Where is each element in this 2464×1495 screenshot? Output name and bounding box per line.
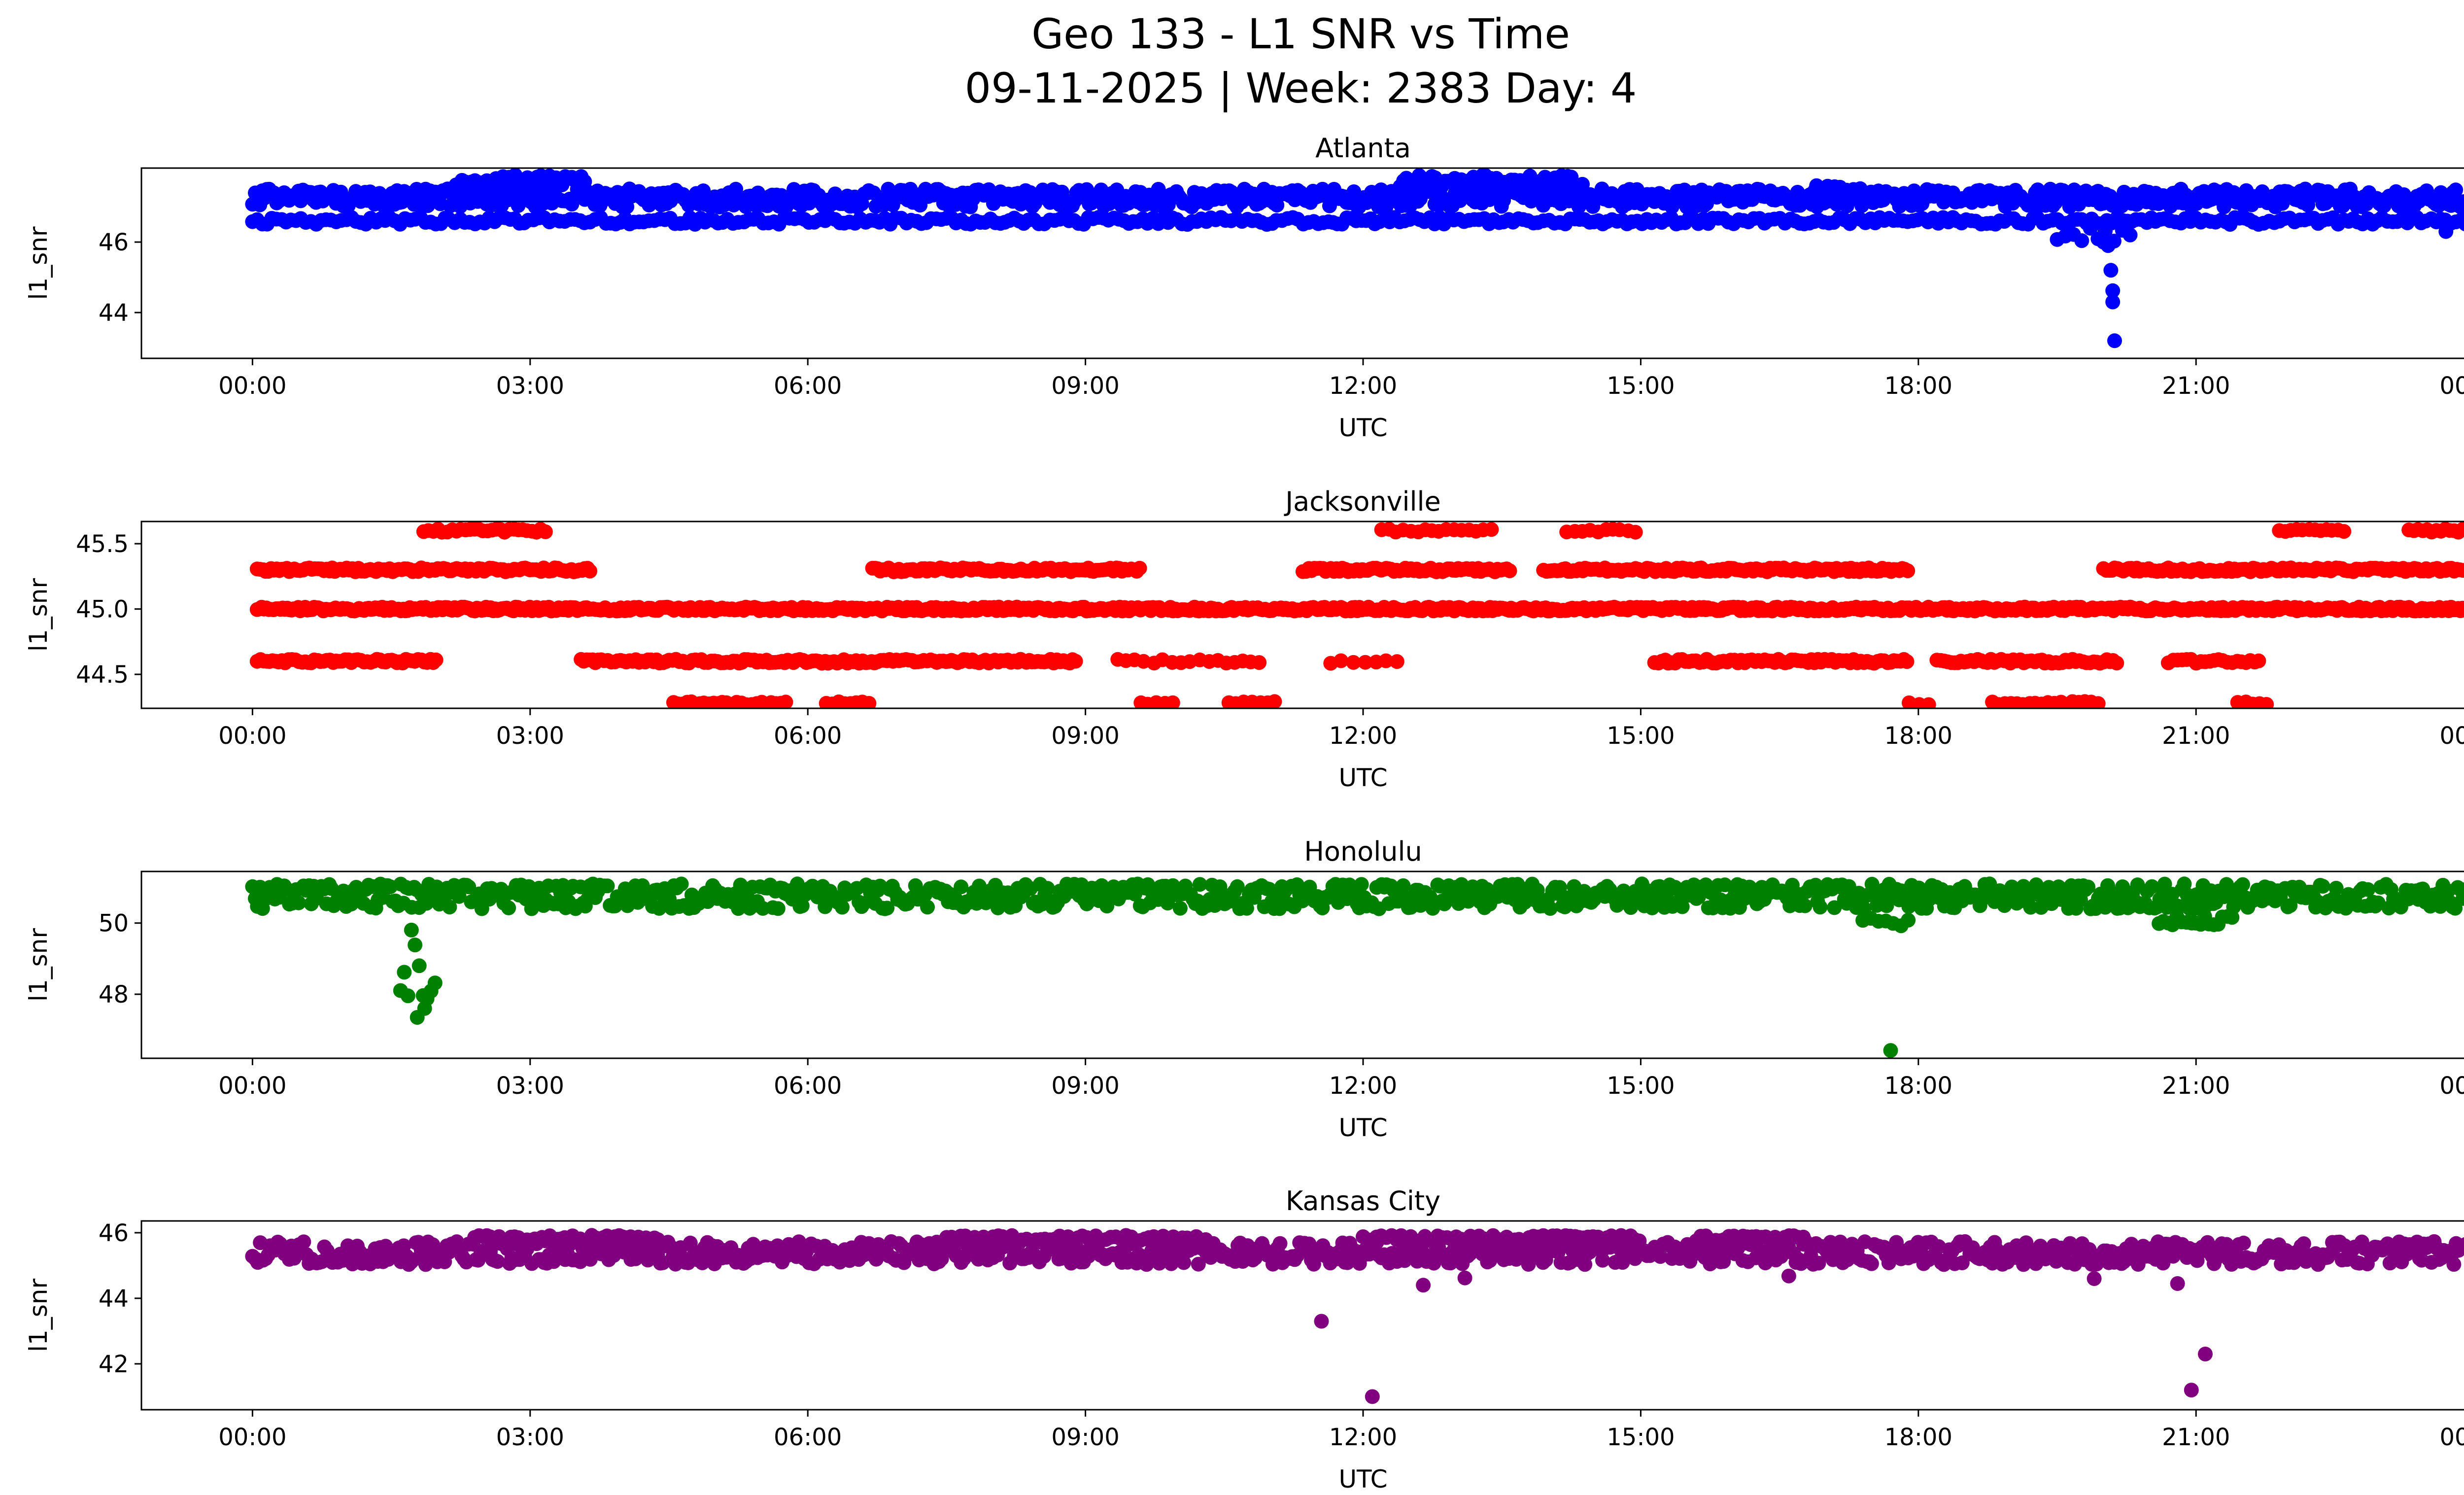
subplot-title: Jacksonville	[1284, 486, 1441, 517]
y-axis-label: l1_snr	[24, 226, 53, 300]
y-tick-label: 44	[99, 299, 129, 327]
y-tick-label: 46	[99, 1219, 129, 1247]
subplot-atlanta: Atlanta 00:00 03:00 06:00 09:00 12:00 15:00 18:…	[24, 133, 2464, 442]
outlier-point	[2107, 333, 2122, 348]
scatter-points	[245, 876, 2464, 1058]
y-tick-label: 42	[99, 1351, 129, 1378]
x-tick-label: 21:00	[2162, 1424, 2230, 1451]
x-tick-label: 03:00	[496, 722, 564, 750]
x-tick-label: 12:00	[1329, 722, 1397, 750]
y-tick-label: 48	[99, 981, 129, 1008]
x-tick-label: 09:00	[1051, 372, 1119, 400]
y-axis-label: l1_snr	[24, 1279, 53, 1352]
x-tick-label: 03:00	[496, 372, 564, 400]
y-tick-label: 46	[99, 229, 129, 256]
y-tick-label: 44.5	[76, 661, 129, 689]
x-tick-label: 18:00	[1884, 372, 1952, 400]
figure-title: Geo 133 - L1 SNR vs Time	[1031, 10, 1570, 58]
subplot-honolulu: Honolulu 00:00 03:00 06:00 09:00 12:00 15:00 18…	[24, 836, 2464, 1142]
x-tick-label: 03:00	[496, 1424, 564, 1451]
y-tick-label: 44	[99, 1285, 129, 1313]
figure-subtitle: 09-11-2025 | Week: 2383 Day: 4	[964, 64, 1637, 112]
outlier-point	[2087, 1271, 2102, 1286]
y-axis-label: l1_snr	[24, 928, 53, 1002]
y-tick-label: 45.0	[76, 596, 129, 624]
subplot-kansas-city: Kansas City 00:00 03:00 06:00 09:00 12:00 15:0…	[24, 1185, 2464, 1494]
outlier-point	[1365, 1389, 1380, 1404]
x-tick-label: 15:00	[1607, 722, 1675, 750]
outlier-point	[417, 1001, 432, 1016]
figure-header: Geo 133 - L1 SNR vs Time 09-11-2025 | We…	[0, 7, 2464, 115]
x-axis-label: UTC	[1338, 1113, 1387, 1142]
x-axis-label: UTC	[1338, 1465, 1387, 1494]
outlier-point	[2105, 283, 2121, 298]
x-tick-label: 15:00	[1607, 1072, 1675, 1100]
outlier-point	[1781, 1268, 1796, 1284]
x-tick-label: 00:00	[2439, 1072, 2464, 1100]
x-tick-label: 09:00	[1051, 722, 1119, 750]
x-axis-label: UTC	[1338, 414, 1387, 442]
x-tick-label: 21:00	[2162, 722, 2230, 750]
x-tick-label: 06:00	[774, 1424, 842, 1451]
x-tick-label: 15:00	[1607, 1424, 1675, 1451]
x-tick-label: 12:00	[1329, 1424, 1397, 1451]
subplot-title: Atlanta	[1315, 133, 1411, 164]
x-tick-label: 18:00	[1884, 722, 1952, 750]
x-tick-label: 06:00	[774, 372, 842, 400]
scatter-points	[245, 168, 2464, 348]
outlier-point	[1457, 1270, 1472, 1286]
outlier-point	[2198, 1347, 2213, 1361]
outlier-point	[2103, 263, 2119, 278]
outlier-point	[1314, 1314, 1329, 1329]
x-tick-label: 00:00	[2439, 372, 2464, 400]
x-tick-label: 00:00	[2439, 1424, 2464, 1451]
x-tick-label: 00:00	[218, 1424, 286, 1451]
x-tick-label: 03:00	[496, 1072, 564, 1100]
scatter-points	[245, 1228, 2464, 1404]
x-tick-label: 15:00	[1607, 372, 1675, 400]
outlier-point	[2184, 1383, 2199, 1398]
x-tick-label: 12:00	[1329, 372, 1397, 400]
x-tick-label: 18:00	[1884, 1072, 1952, 1100]
x-tick-label: 09:00	[1051, 1424, 1119, 1451]
x-tick-label: 00:00	[218, 722, 286, 750]
subplot-title: Kansas City	[1286, 1185, 1440, 1217]
y-tick-label: 50	[99, 910, 129, 938]
x-tick-label: 00:00	[2439, 722, 2464, 750]
x-axis-label: UTC	[1338, 764, 1387, 792]
outlier-point	[1883, 1043, 1898, 1058]
scatter-points	[249, 522, 2464, 708]
subplot-jacksonville: Jacksonville 00:00 03:00 06:00 09:00 12:00 15:…	[24, 486, 2464, 792]
x-tick-label: 06:00	[774, 1072, 842, 1100]
x-tick-label: 12:00	[1329, 1072, 1397, 1100]
x-tick-label: 21:00	[2162, 372, 2230, 400]
x-tick-label: 09:00	[1051, 1072, 1119, 1100]
x-tick-label: 18:00	[1884, 1424, 1952, 1451]
y-axis-label: l1_snr	[24, 578, 53, 652]
outlier-point	[2105, 294, 2121, 310]
x-tick-label: 06:00	[774, 722, 842, 750]
outlier-point	[2170, 1276, 2185, 1291]
x-tick-label: 00:00	[218, 372, 286, 400]
outlier-point	[2100, 238, 2116, 253]
subplot-title: Honolulu	[1304, 836, 1422, 867]
y-tick-label: 45.5	[76, 530, 129, 558]
outlier-point	[1416, 1278, 1431, 1293]
x-tick-label: 21:00	[2162, 1072, 2230, 1100]
x-tick-label: 00:00	[218, 1072, 286, 1100]
outlier-point	[2438, 224, 2454, 239]
